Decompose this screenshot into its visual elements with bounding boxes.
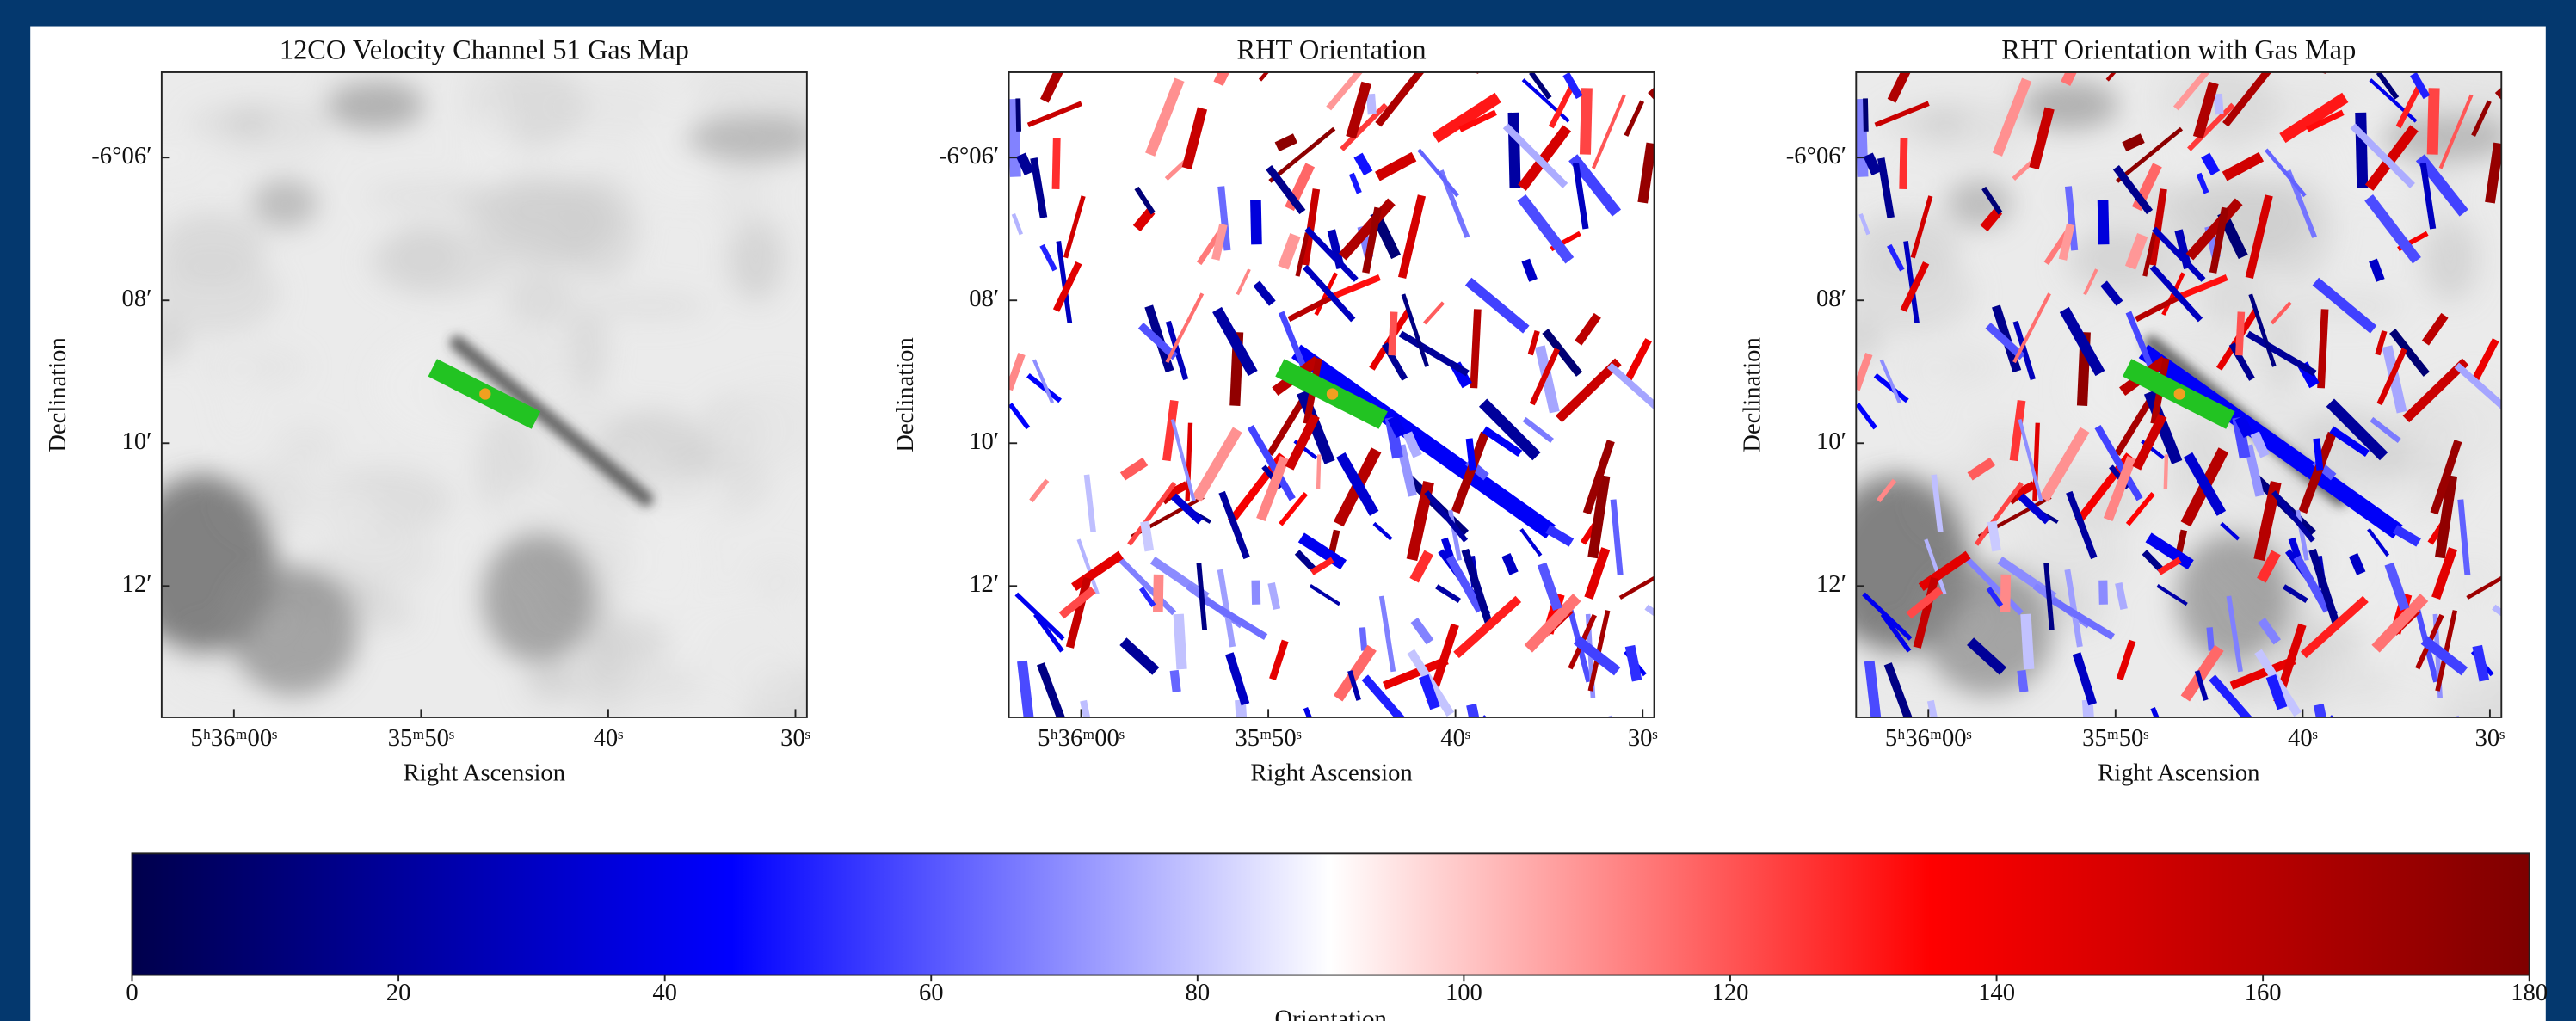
colorbar-tick-label: 180	[2511, 979, 2548, 1006]
y-tick-label: -6°06′	[939, 142, 999, 169]
y-tick-label: 10′	[969, 427, 999, 455]
y-tick-label: 08′	[969, 285, 999, 312]
y-tick-label: 12′	[122, 570, 152, 598]
y-tick-label: -6°06′	[91, 142, 151, 169]
x-axis-label: Right Ascension	[1250, 759, 1412, 786]
colorbar-tick-label: 80	[1186, 979, 1211, 1006]
panel-title: RHT Orientation with Gas Map	[2001, 35, 2356, 66]
panel-title: 12CO Velocity Channel 51 Gas Map	[280, 35, 689, 66]
colorbar-tick-label: 20	[386, 979, 411, 1006]
region-center	[479, 388, 490, 399]
colorbar-tick-label: 160	[2245, 979, 2282, 1006]
y-tick-label: 12′	[1816, 570, 1846, 598]
colorbar-tick-label: 60	[919, 979, 944, 1006]
x-tick-label: 35ᵐ50ˢ	[388, 724, 454, 752]
y-axis-label: Declination	[44, 337, 71, 452]
x-tick-label: 30ˢ	[1628, 724, 1658, 752]
y-tick-label: 08′	[1816, 285, 1846, 312]
panel	[1818, 17, 2557, 762]
panel-title: RHT Orientation	[1237, 35, 1427, 66]
colorbar-tick-label: 100	[1445, 979, 1482, 1006]
region-center	[1327, 388, 1338, 399]
x-tick-label: 30ˢ	[780, 724, 810, 752]
y-tick-label: 12′	[969, 570, 999, 598]
x-tick-label: 35ᵐ50ˢ	[2082, 724, 2148, 752]
y-axis-label: Declination	[1739, 337, 1766, 452]
y-tick-label: 08′	[122, 285, 152, 312]
colorbar-tick-label: 120	[1712, 979, 1749, 1006]
x-tick-label: 40ˢ	[594, 724, 624, 752]
x-tick-label: 5ʰ36ᵐ00ˢ	[190, 724, 277, 752]
x-tick-label: 5ʰ36ᵐ00ˢ	[1885, 724, 1972, 752]
colorbar-tick-label: 40	[652, 979, 677, 1006]
colorbar	[132, 853, 2530, 975]
x-tick-label: 40ˢ	[1440, 724, 1470, 752]
x-tick-label: 5ʰ36ᵐ00ˢ	[1038, 724, 1125, 752]
colorbar-tick-label: 0	[126, 979, 138, 1006]
panel	[123, 42, 862, 762]
page: 12CO Velocity Channel 51 Gas Map Right As…	[0, 0, 2576, 1021]
y-tick-label: -6°06′	[1786, 142, 1846, 169]
x-axis-label: Right Ascension	[2098, 759, 2259, 786]
figure: 12CO Velocity Channel 51 Gas Map Right As…	[0, 0, 2576, 1021]
x-tick-label: 40ˢ	[2288, 724, 2318, 752]
y-tick-label: 10′	[122, 427, 152, 455]
x-tick-label: 30ˢ	[2475, 724, 2505, 752]
colorbar-tick-label: 140	[1978, 979, 2015, 1006]
x-axis-label: Right Ascension	[404, 759, 565, 786]
y-axis-label: Declination	[891, 337, 919, 452]
region-center	[2174, 388, 2185, 399]
x-tick-label: 35ᵐ50ˢ	[1235, 724, 1301, 752]
y-tick-label: 10′	[1816, 427, 1846, 455]
colorbar-label: Orientation	[1274, 1006, 1386, 1021]
